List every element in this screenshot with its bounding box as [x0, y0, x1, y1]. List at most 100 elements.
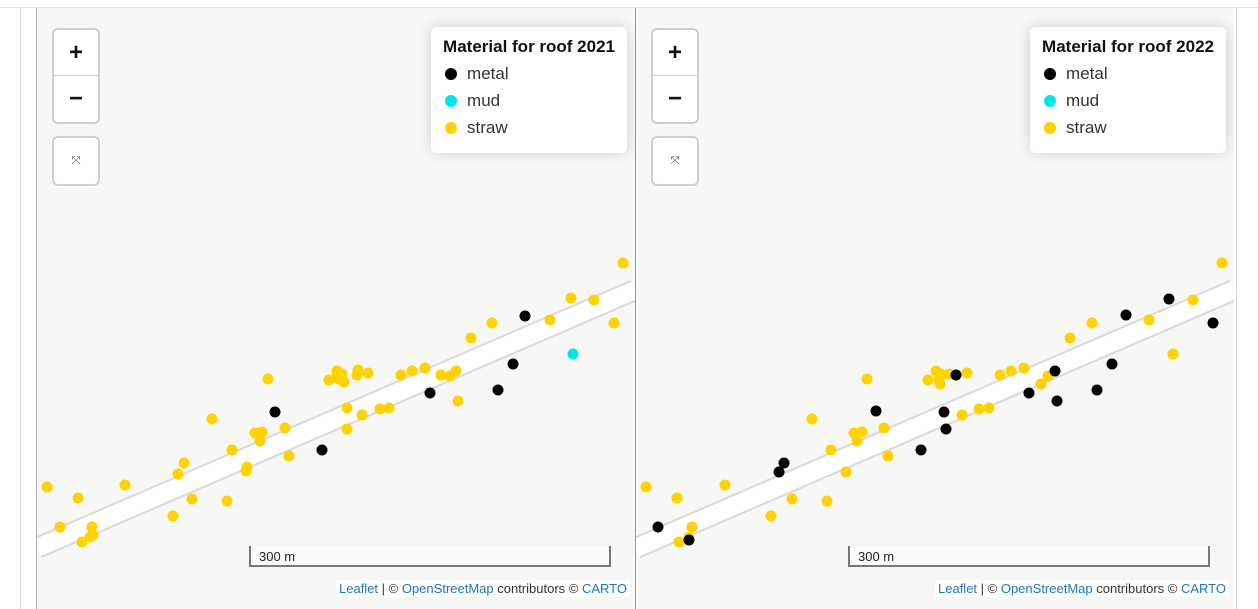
marker-straw[interactable] — [420, 363, 431, 374]
marker-straw[interactable] — [487, 318, 498, 329]
marker-straw[interactable] — [187, 494, 198, 505]
marker-straw[interactable] — [720, 480, 731, 491]
marker-metal[interactable] — [1052, 396, 1063, 407]
marker-straw[interactable] — [436, 370, 447, 381]
marker-straw[interactable] — [466, 333, 477, 344]
marker-straw[interactable] — [822, 496, 833, 507]
marker-metal[interactable] — [653, 522, 664, 533]
osm-link[interactable]: OpenStreetMap — [402, 581, 494, 596]
marker-straw[interactable] — [984, 403, 995, 414]
marker-straw[interactable] — [73, 493, 84, 504]
marker-metal[interactable] — [684, 535, 695, 546]
marker-straw[interactable] — [923, 375, 934, 386]
marker-metal[interactable] — [425, 388, 436, 399]
map-2021[interactable]: + − ⤧ Material for roof 2021 metal mud s… — [37, 8, 635, 609]
zoom-in-button[interactable]: + — [54, 30, 98, 76]
marker-straw[interactable] — [674, 537, 685, 548]
marker-metal[interactable] — [270, 407, 281, 418]
marker-straw[interactable] — [841, 467, 852, 478]
carto-link[interactable]: CARTO — [582, 581, 627, 596]
marker-straw[interactable] — [342, 403, 353, 414]
marker-metal[interactable] — [1050, 366, 1061, 377]
marker-straw[interactable] — [826, 445, 837, 456]
marker-straw[interactable] — [766, 511, 777, 522]
marker-straw[interactable] — [962, 368, 973, 379]
marker-straw[interactable] — [879, 423, 890, 434]
marker-straw[interactable] — [589, 295, 600, 306]
marker-mud[interactable] — [568, 349, 579, 360]
zoom-in-button[interactable]: + — [653, 30, 697, 76]
marker-metal[interactable] — [871, 406, 882, 417]
fit-bounds-button[interactable]: ⤧ — [52, 136, 100, 186]
marker-straw[interactable] — [935, 379, 946, 390]
marker-metal[interactable] — [1121, 310, 1132, 321]
marker-metal[interactable] — [1107, 359, 1118, 370]
marker-straw[interactable] — [995, 370, 1006, 381]
marker-metal[interactable] — [779, 458, 790, 469]
marker-straw[interactable] — [384, 403, 395, 414]
marker-straw[interactable] — [120, 480, 131, 491]
marker-straw[interactable] — [353, 365, 364, 376]
marker-straw[interactable] — [263, 374, 274, 385]
marker-straw[interactable] — [42, 482, 53, 493]
zoom-out-button[interactable]: − — [54, 76, 98, 121]
marker-straw[interactable] — [807, 414, 818, 425]
marker-metal[interactable] — [941, 424, 952, 435]
marker-straw[interactable] — [207, 414, 218, 425]
marker-straw[interactable] — [168, 511, 179, 522]
marker-straw[interactable] — [339, 377, 350, 388]
marker-straw[interactable] — [55, 522, 66, 533]
leaflet-link[interactable]: Leaflet — [938, 581, 977, 596]
marker-straw[interactable] — [179, 458, 190, 469]
marker-metal[interactable] — [951, 370, 962, 381]
marker-straw[interactable] — [396, 370, 407, 381]
marker-metal[interactable] — [1208, 318, 1219, 329]
marker-straw[interactable] — [88, 530, 99, 541]
fit-bounds-button[interactable]: ⤧ — [651, 136, 699, 186]
marker-straw[interactable] — [1144, 315, 1155, 326]
marker-straw[interactable] — [857, 427, 868, 438]
marker-straw[interactable] — [451, 366, 462, 377]
carto-link[interactable]: CARTO — [1181, 581, 1226, 596]
marker-metal[interactable] — [939, 407, 950, 418]
marker-straw[interactable] — [407, 366, 418, 377]
osm-link[interactable]: OpenStreetMap — [1001, 581, 1093, 596]
marker-straw[interactable] — [883, 451, 894, 462]
marker-metal[interactable] — [1024, 388, 1035, 399]
marker-straw[interactable] — [1006, 366, 1017, 377]
marker-straw[interactable] — [257, 427, 268, 438]
marker-straw[interactable] — [957, 410, 968, 421]
marker-straw[interactable] — [357, 410, 368, 421]
marker-metal[interactable] — [317, 445, 328, 456]
marker-straw[interactable] — [1188, 295, 1199, 306]
marker-straw[interactable] — [641, 482, 652, 493]
marker-straw[interactable] — [453, 396, 464, 407]
marker-metal[interactable] — [508, 359, 519, 370]
marker-straw[interactable] — [1217, 258, 1228, 269]
marker-straw[interactable] — [173, 469, 184, 480]
leaflet-link[interactable]: Leaflet — [339, 581, 378, 596]
marker-straw[interactable] — [609, 318, 620, 329]
marker-straw[interactable] — [862, 374, 873, 385]
marker-straw[interactable] — [618, 258, 629, 269]
marker-straw[interactable] — [342, 424, 353, 435]
marker-straw[interactable] — [545, 315, 556, 326]
marker-straw[interactable] — [280, 423, 291, 434]
marker-metal[interactable] — [916, 445, 927, 456]
marker-straw[interactable] — [672, 493, 683, 504]
marker-metal[interactable] — [1092, 385, 1103, 396]
marker-straw[interactable] — [787, 494, 798, 505]
marker-straw[interactable] — [222, 496, 233, 507]
marker-metal[interactable] — [520, 311, 531, 322]
marker-metal[interactable] — [493, 385, 504, 396]
zoom-out-button[interactable]: − — [653, 76, 697, 121]
marker-straw[interactable] — [974, 404, 985, 415]
marker-straw[interactable] — [1087, 318, 1098, 329]
marker-straw[interactable] — [363, 368, 374, 379]
marker-straw[interactable] — [687, 522, 698, 533]
marker-straw[interactable] — [227, 445, 238, 456]
marker-straw[interactable] — [284, 451, 295, 462]
marker-straw[interactable] — [1065, 333, 1076, 344]
marker-straw[interactable] — [242, 462, 253, 473]
marker-straw[interactable] — [1019, 363, 1030, 374]
